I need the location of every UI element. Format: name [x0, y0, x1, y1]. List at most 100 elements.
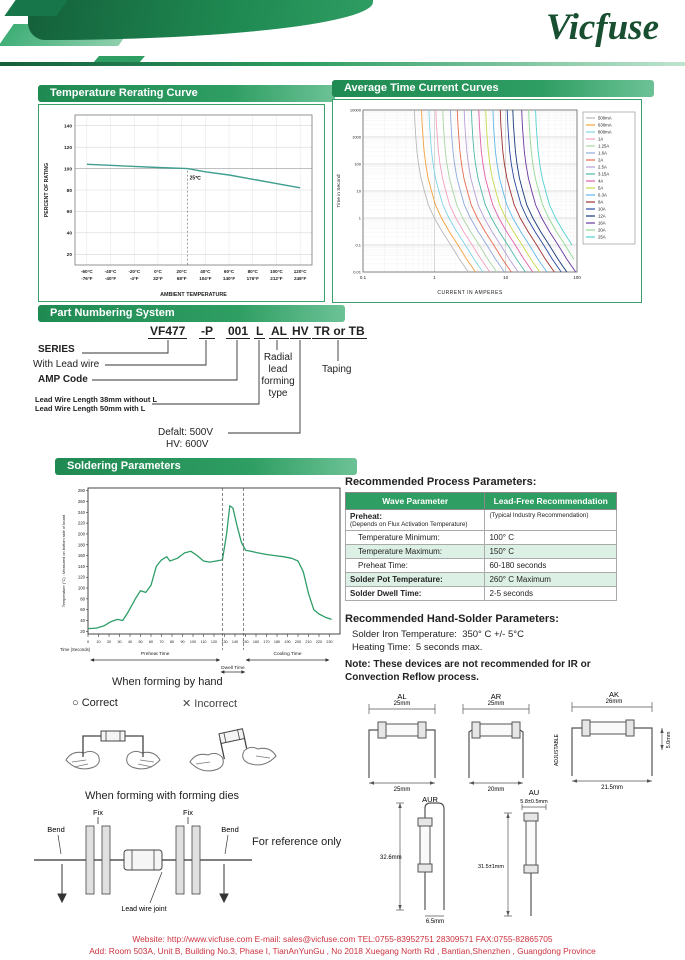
part-code-segment: AL: [269, 324, 289, 339]
svg-text:40: 40: [80, 618, 85, 623]
fix-label-right: Fix: [183, 808, 193, 817]
svg-text:212°F: 212°F: [270, 276, 283, 281]
timecurrent-chart: 0.1 1 10 1000.010.1110100100010000500mA630m…: [336, 108, 636, 296]
table-header-cell: Wave Parameter: [344, 492, 486, 510]
iron-value: 350° C +/- 5°C: [462, 629, 524, 640]
ak-drawing: AK 26mm 21.5mm ADJUSTABLE 5.0mm: [554, 690, 672, 791]
label-taping: Taping: [322, 364, 352, 375]
incorrect-text: Incorrect: [194, 698, 238, 710]
svg-text:100: 100: [573, 275, 581, 280]
svg-text:10: 10: [503, 275, 509, 280]
svg-text:AMBIENT TEMPERATURE: AMBIENT TEMPERATURE: [160, 292, 227, 298]
forming-dies-title: When forming with forming dies: [85, 790, 240, 802]
svg-text:800mA: 800mA: [598, 130, 612, 135]
section-bar-partnumber: Part Numbering System: [38, 305, 345, 322]
svg-text:100: 100: [354, 162, 361, 167]
incorrect-hands-drawing: [189, 728, 277, 772]
svg-text:2.5A: 2.5A: [598, 165, 607, 170]
svg-text:170: 170: [263, 640, 269, 644]
solder-profile-chart: 20 40 60 80 100 120 140 160 180 200 220 240 260 280 0 1…: [60, 487, 341, 674]
header-rule: [0, 62, 685, 66]
svg-text:Temperature (°C) : Measured o: Temperature (°C) : Measured on bottom si…: [61, 515, 66, 607]
rerating-chart-box: 20 40 60 80 100 120 140 -60°C -76°F -40°C -40°F -20…: [38, 104, 325, 302]
svg-text:230: 230: [326, 640, 332, 644]
table-cell: 260° C Maximum: [484, 572, 617, 587]
svg-text:20: 20: [80, 629, 85, 634]
lead-wire-joint-label: Lead wire joint: [121, 906, 166, 913]
process-table-head: Wave Parameter Lead-Free Recommendation: [344, 492, 617, 510]
svg-text:5A: 5A: [598, 186, 603, 191]
heating-value: 5 seconds max.: [415, 642, 483, 653]
incorrect-label: ✕ Incorrect: [182, 697, 237, 710]
note-text: Note: These devices are not recommended …: [345, 658, 631, 684]
svg-text:Time in Second: Time in Second: [336, 174, 342, 207]
svg-text:-40°F: -40°F: [105, 276, 116, 281]
footer-line-1: Website: http://www.vicfuse.com E-mail: …: [132, 934, 553, 944]
svg-text:180: 180: [78, 542, 86, 547]
footer-line-2: Add: Room 503A, Unit B, Building No.3, P…: [89, 946, 596, 956]
svg-text:-76°F: -76°F: [81, 276, 92, 281]
svg-text:Dwell Time: Dwell Time: [221, 665, 245, 671]
correct-label: ○ Correct: [72, 697, 118, 709]
svg-text:25℃: 25℃: [190, 175, 202, 182]
svg-text:3.15A: 3.15A: [598, 172, 609, 177]
rerating-chart: 20 40 60 80 100 120 140 -60°C -76°F -40°C -40°F -20…: [44, 114, 313, 298]
svg-text:210: 210: [305, 640, 311, 644]
ak-label: AK: [609, 690, 619, 699]
svg-text:20: 20: [107, 640, 111, 644]
al-label: AL: [397, 692, 406, 701]
table-row: Preheat Time: 60-180 seconds: [344, 558, 617, 573]
process-table: Wave Parameter Lead-Free Recommendation P…: [344, 492, 617, 601]
svg-text:8A: 8A: [598, 200, 603, 205]
svg-text:80°C: 80°C: [248, 269, 259, 274]
svg-text:40: 40: [67, 231, 73, 237]
au-label: AU: [529, 788, 539, 797]
svg-text:20°C: 20°C: [177, 269, 188, 274]
svg-text:120: 120: [211, 640, 217, 644]
svg-text:60: 60: [80, 607, 85, 612]
svg-text:130: 130: [221, 640, 227, 644]
svg-text:90: 90: [180, 640, 184, 644]
svg-text:110: 110: [201, 640, 207, 644]
svg-text:120: 120: [78, 575, 86, 580]
part-code-segment: -P: [199, 324, 215, 339]
svg-text:70: 70: [159, 640, 163, 644]
table-cell: 60-180 seconds: [484, 558, 617, 573]
label-with-lead-wire: With Lead wire: [33, 359, 100, 370]
svg-text:200: 200: [78, 531, 86, 536]
svg-text:160: 160: [78, 553, 86, 558]
svg-text:1.25A: 1.25A: [598, 144, 609, 149]
svg-text:220: 220: [316, 640, 322, 644]
ak-adjustable-label: ADJUSTABLE: [554, 733, 560, 766]
ar-drawing: AR 25mm 20mm: [462, 692, 530, 792]
svg-text:CURRENT IN AMPERES: CURRENT IN AMPERES: [437, 290, 502, 296]
svg-text:160: 160: [253, 640, 259, 644]
svg-text:40: 40: [128, 640, 132, 644]
svg-text:80: 80: [67, 188, 73, 194]
svg-text:16A: 16A: [598, 221, 606, 226]
svg-text:12A: 12A: [598, 214, 606, 219]
correct-mark-icon: ○: [72, 697, 79, 709]
svg-text:0.1: 0.1: [355, 243, 361, 248]
timecurrent-chart-box: 0.1 1 10 100 0.01 0.1 1 10 100 1000 10000 500mA 630m…: [332, 99, 642, 303]
part-code-segment: HV: [290, 324, 311, 339]
svg-text:280: 280: [78, 488, 86, 493]
table-cell: 2-5 seconds: [484, 586, 617, 601]
part-code-segment: L: [254, 324, 266, 339]
svg-text:60: 60: [67, 209, 73, 215]
table-row: Preheat: (Depends on Flux Activation Temp…: [344, 509, 617, 531]
svg-text:260: 260: [78, 499, 86, 504]
svg-text:10: 10: [357, 189, 362, 194]
svg-text:1: 1: [433, 275, 436, 280]
svg-text:1A: 1A: [598, 137, 603, 142]
process-table-body: Preheat: (Depends on Flux Activation Temp…: [344, 509, 617, 601]
svg-text:0.1: 0.1: [360, 275, 367, 280]
fix-label-left: Fix: [93, 808, 103, 817]
svg-text:220: 220: [78, 521, 86, 526]
correct-hands-drawing: [65, 730, 161, 770]
svg-text:PERCENT OF RATING: PERCENT OF RATING: [44, 163, 50, 217]
section-bar-rerating: Temperature Rerating Curve: [38, 85, 335, 102]
aur-drawing: AUR 32.6mm 6.5mm: [380, 795, 445, 924]
svg-text:120°C: 120°C: [294, 269, 308, 274]
